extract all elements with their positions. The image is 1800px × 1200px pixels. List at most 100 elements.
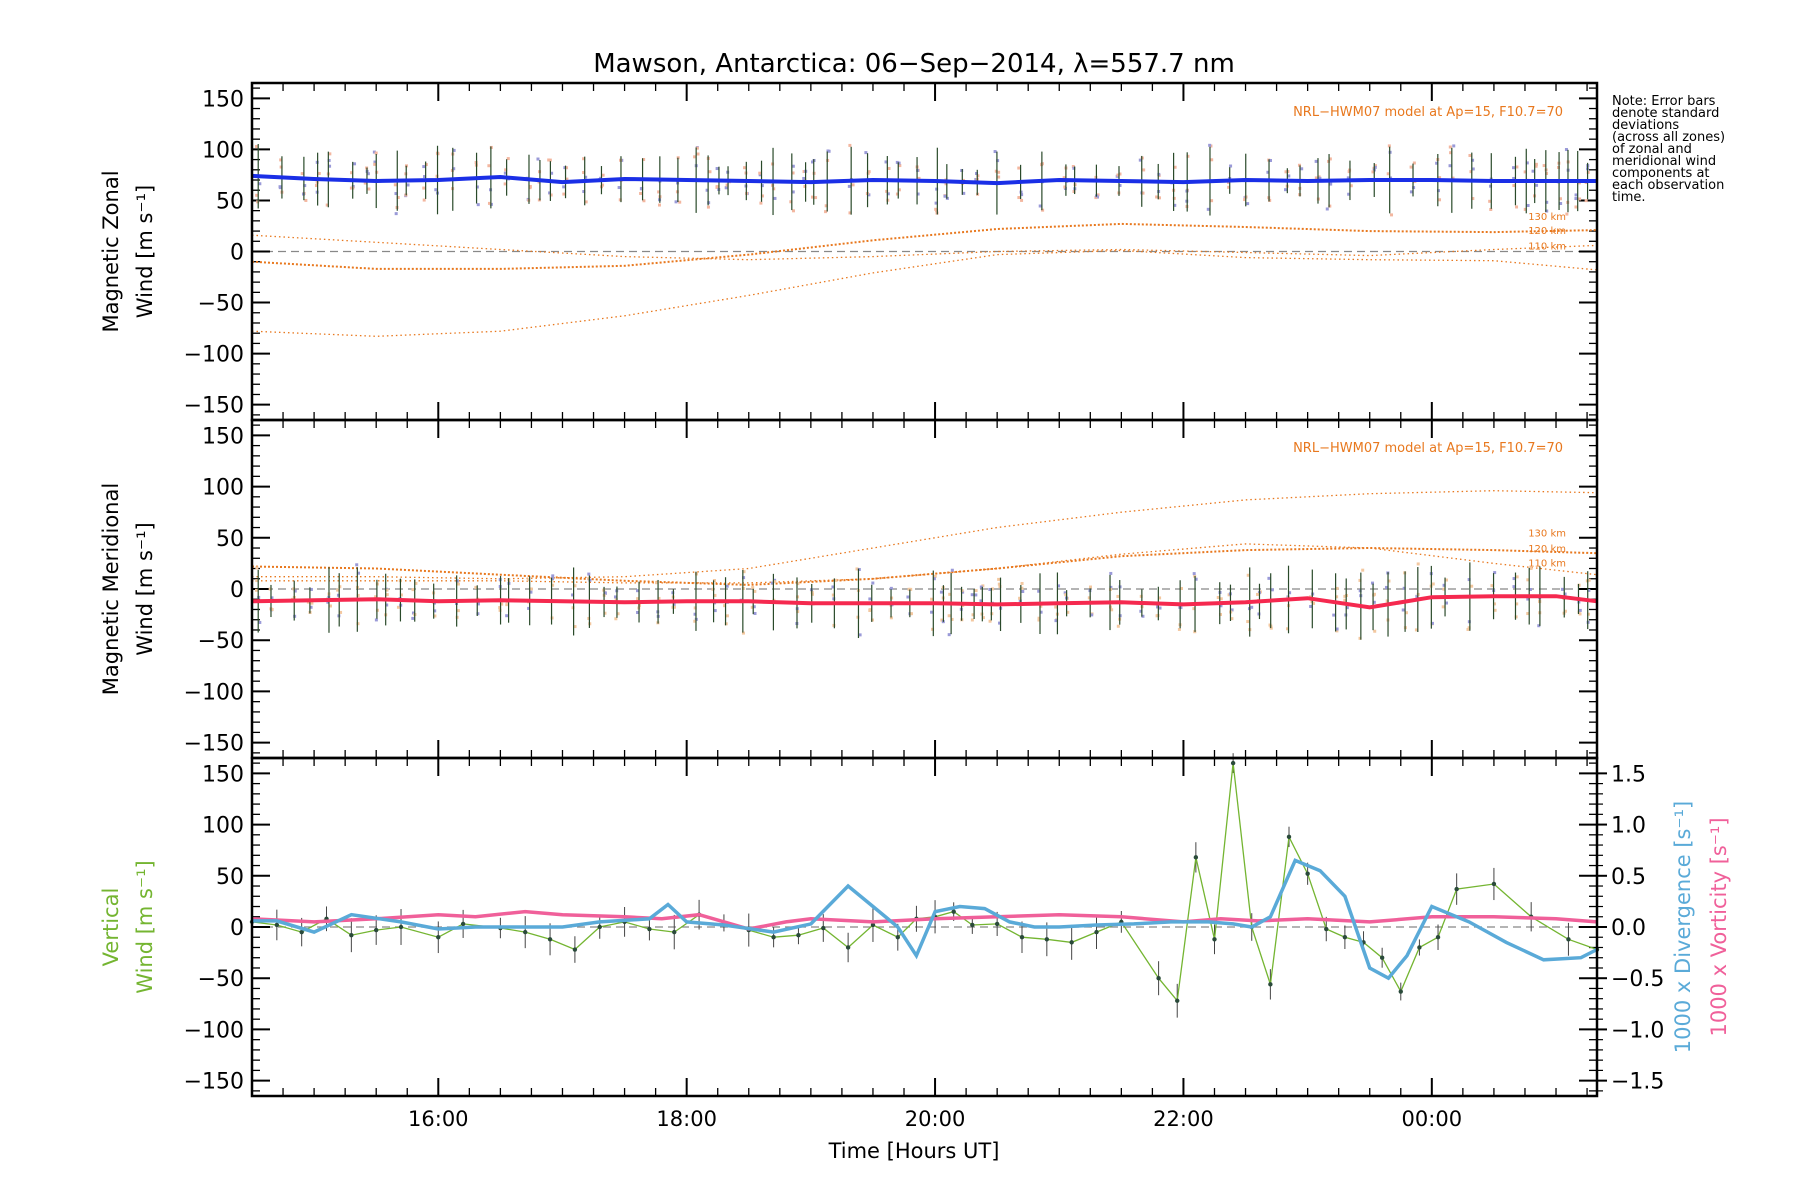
scatter-point (1515, 205, 1519, 209)
scatter-point (640, 186, 644, 190)
scatter-point (636, 611, 640, 615)
scatter-point (1094, 196, 1098, 200)
note-line: of zonal and (1612, 142, 1692, 157)
scatter-point (636, 597, 640, 601)
scatter-point (433, 609, 437, 613)
note-line: components at (1612, 166, 1710, 181)
scatter-point (672, 605, 676, 609)
scatter-point (293, 589, 297, 593)
vertical-wind-point (672, 929, 677, 935)
scatter-point (1314, 176, 1318, 180)
scatter-point (909, 612, 913, 616)
scatter-point (971, 613, 975, 617)
scatter-point (1219, 597, 1223, 601)
scatter-point (1020, 198, 1024, 202)
divergence-axis-label: 1000 x Divergence [s⁻¹] (1671, 801, 1695, 1053)
scatter-point (1229, 164, 1233, 168)
scatter-point (1512, 577, 1516, 581)
scatter-point (582, 171, 586, 175)
scatter-point (399, 593, 403, 597)
scatter-point (672, 603, 676, 607)
scatter-point (1542, 164, 1546, 168)
vertical-wind-point (436, 935, 441, 940)
y-axis-label: Magnetic Zonal (99, 170, 123, 332)
scatter-point (587, 572, 591, 576)
scatter-point (254, 144, 258, 148)
scatter-point (1054, 619, 1058, 623)
scatter-point (587, 616, 591, 620)
scatter-point (1471, 197, 1475, 201)
model-line-2 (252, 543, 1598, 584)
x-tick-label: 22:00 (1153, 1107, 1214, 1131)
vertical-wind-point (1398, 989, 1403, 994)
scatter-point (1347, 192, 1351, 196)
scatter-point (422, 186, 426, 190)
scatter-point (1584, 199, 1588, 203)
scatter-point (997, 577, 1001, 581)
scatter-point (618, 198, 622, 202)
scatter-point (1574, 193, 1578, 197)
scatter-point (1534, 162, 1538, 166)
scatter-point (1578, 612, 1582, 616)
vertical-wind-point (274, 922, 280, 928)
scatter-point (1531, 169, 1535, 173)
scatter-point (529, 590, 533, 594)
scatter-point (1179, 587, 1183, 591)
scatter-point (304, 198, 308, 202)
scatter-point (889, 616, 893, 620)
scatter-point (1577, 610, 1581, 614)
scatter-point (374, 618, 378, 622)
scatter-point (582, 157, 586, 161)
scatter-point (1373, 164, 1377, 168)
vertical-wind-point (1379, 955, 1385, 960)
scatter-point (455, 579, 459, 583)
scatter-point (1186, 154, 1190, 158)
scatter-point (548, 158, 552, 162)
scatter-point (1515, 575, 1519, 579)
scatter-point (712, 578, 716, 582)
scatter-point (562, 192, 566, 196)
scatter-point (759, 201, 763, 205)
scatter-point (930, 610, 934, 614)
scatter-point (1347, 170, 1351, 174)
scatter-point (851, 183, 855, 187)
scatter-point (603, 611, 607, 615)
scatter-point (565, 166, 569, 170)
scatter-point (1041, 208, 1045, 212)
scatter-point (1287, 174, 1291, 178)
scatter-point (870, 618, 874, 622)
scatter-point (1139, 609, 1143, 613)
scatter-point (1039, 610, 1043, 614)
y-tick-label: 50 (216, 527, 244, 552)
scatter-point (1466, 627, 1470, 631)
divergence-line (252, 858, 1598, 981)
scatter-point (506, 157, 510, 161)
scatter-point (708, 170, 712, 174)
y-tick-label: −100 (184, 343, 244, 368)
scatter-point (974, 589, 978, 593)
scatter-point (565, 177, 569, 181)
scatter-point (742, 570, 746, 574)
scatter-point (1371, 170, 1375, 174)
scatter-point (573, 584, 577, 588)
scatter-point (791, 190, 795, 194)
scatter-point (328, 152, 332, 156)
scatter-point (1141, 191, 1145, 195)
scatter-point (1401, 608, 1405, 612)
scatter-point (796, 610, 800, 614)
scatter-point (998, 621, 1002, 625)
note-line: deviations (1612, 118, 1680, 133)
scatter-point (1063, 185, 1067, 189)
scatter-point (994, 169, 998, 173)
scatter-point (503, 182, 507, 186)
vertical-wind-point (299, 929, 304, 935)
scatter-point (1493, 602, 1497, 606)
scatter-point (1563, 609, 1567, 613)
scatter-point (1246, 620, 1250, 624)
note-line: denote standard (1612, 106, 1720, 121)
scatter-point (1358, 589, 1362, 593)
scatter-point (411, 588, 415, 592)
scatter-point (867, 193, 871, 197)
scatter-point (487, 201, 491, 205)
y-tick-label: 50 (216, 189, 244, 214)
